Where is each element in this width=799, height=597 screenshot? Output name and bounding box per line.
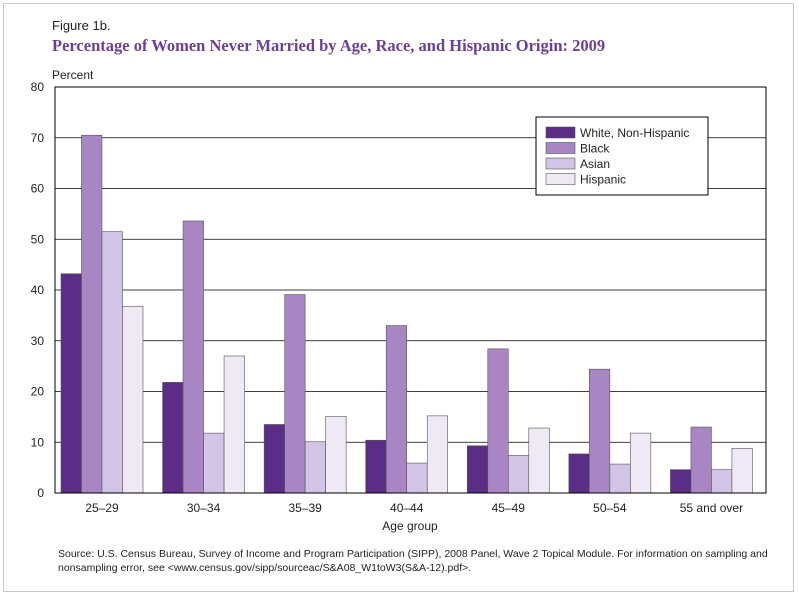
bar-hispanic-0 [122,305,144,494]
bar-white-non-hispanic-2 [263,424,285,494]
source-note: Source: U.S. Census Bureau, Survey of In… [58,548,768,574]
bar-white-non-hispanic-1 [162,382,184,494]
y-tick-label: 60 [31,182,45,196]
figure-label: Figure 1b. [52,18,111,33]
bar-asian-5 [609,463,631,494]
bar-hispanic-4 [528,427,550,494]
y-axis-label: Percent [52,68,94,82]
y-tick-label: 50 [31,232,45,246]
plot-border [54,86,767,494]
bar-asian-1 [203,432,225,494]
bar-hispanic-2 [325,416,347,494]
y-tick-label: 80 [31,80,45,94]
bar-black-3 [385,325,408,494]
y-tick-label: 20 [31,385,45,399]
legend-swatch [545,157,576,170]
bar-black-4 [487,348,509,494]
y-tick-labels: 0 10 20 30 40 50 60 70 80 [31,80,45,500]
bar-white-non-hispanic-0 [60,273,82,494]
x-tick-label: 35–39 [288,501,322,515]
bar-black-6 [690,426,712,494]
bars [60,134,753,494]
x-tick-label: 25–29 [85,501,119,515]
x-tick-label: 40–44 [390,501,424,515]
legend-label: Asian [580,157,610,171]
bar-white-non-hispanic-6 [670,469,692,494]
bar-black-0 [81,134,103,494]
bar-black-1 [182,220,204,494]
bar-asian-6 [711,469,733,494]
y-tick-label: 10 [31,435,45,449]
x-tick-label: 45–49 [492,501,526,515]
x-tick-label: 30–34 [187,501,221,515]
legend-label: Black [580,142,610,156]
legend-swatch [545,142,576,154]
y-tick-label: 70 [31,131,45,145]
bar-asian-0 [101,231,123,494]
bar-hispanic-1 [223,355,245,494]
figure-frame [3,3,794,592]
y-tick-label: 40 [31,283,45,297]
chart-title: Percentage of Women Never Married by Age… [52,36,606,55]
x-tick-label: 55 and over [680,501,743,515]
legend-swatch [545,173,576,185]
y-tick-label: 30 [31,334,45,348]
legend-swatch [545,126,576,139]
x-tick-label: 50–54 [593,501,627,515]
bar-hispanic-6 [731,448,753,494]
legend-label: White, Non-Hispanic [580,126,689,140]
bar-hispanic-3 [426,415,449,494]
bar-black-2 [284,294,306,494]
y-tick-label: 0 [37,486,44,500]
legend-label: Hispanic [580,173,626,187]
bar-asian-2 [304,441,326,494]
bar-hispanic-5 [630,432,652,494]
x-tick-labels: 25–29 30–34 35–39 40–44 45–49 50–54 55 and ove… [85,501,743,515]
bar-white-non-hispanic-5 [568,453,590,494]
bar-white-non-hispanic-4 [466,445,489,494]
bar-asian-3 [406,462,428,494]
bar-asian-4 [507,455,530,494]
bar-white-non-hispanic-3 [365,439,387,494]
x-axis-label: Age group [382,519,438,533]
bar-black-5 [589,368,611,494]
